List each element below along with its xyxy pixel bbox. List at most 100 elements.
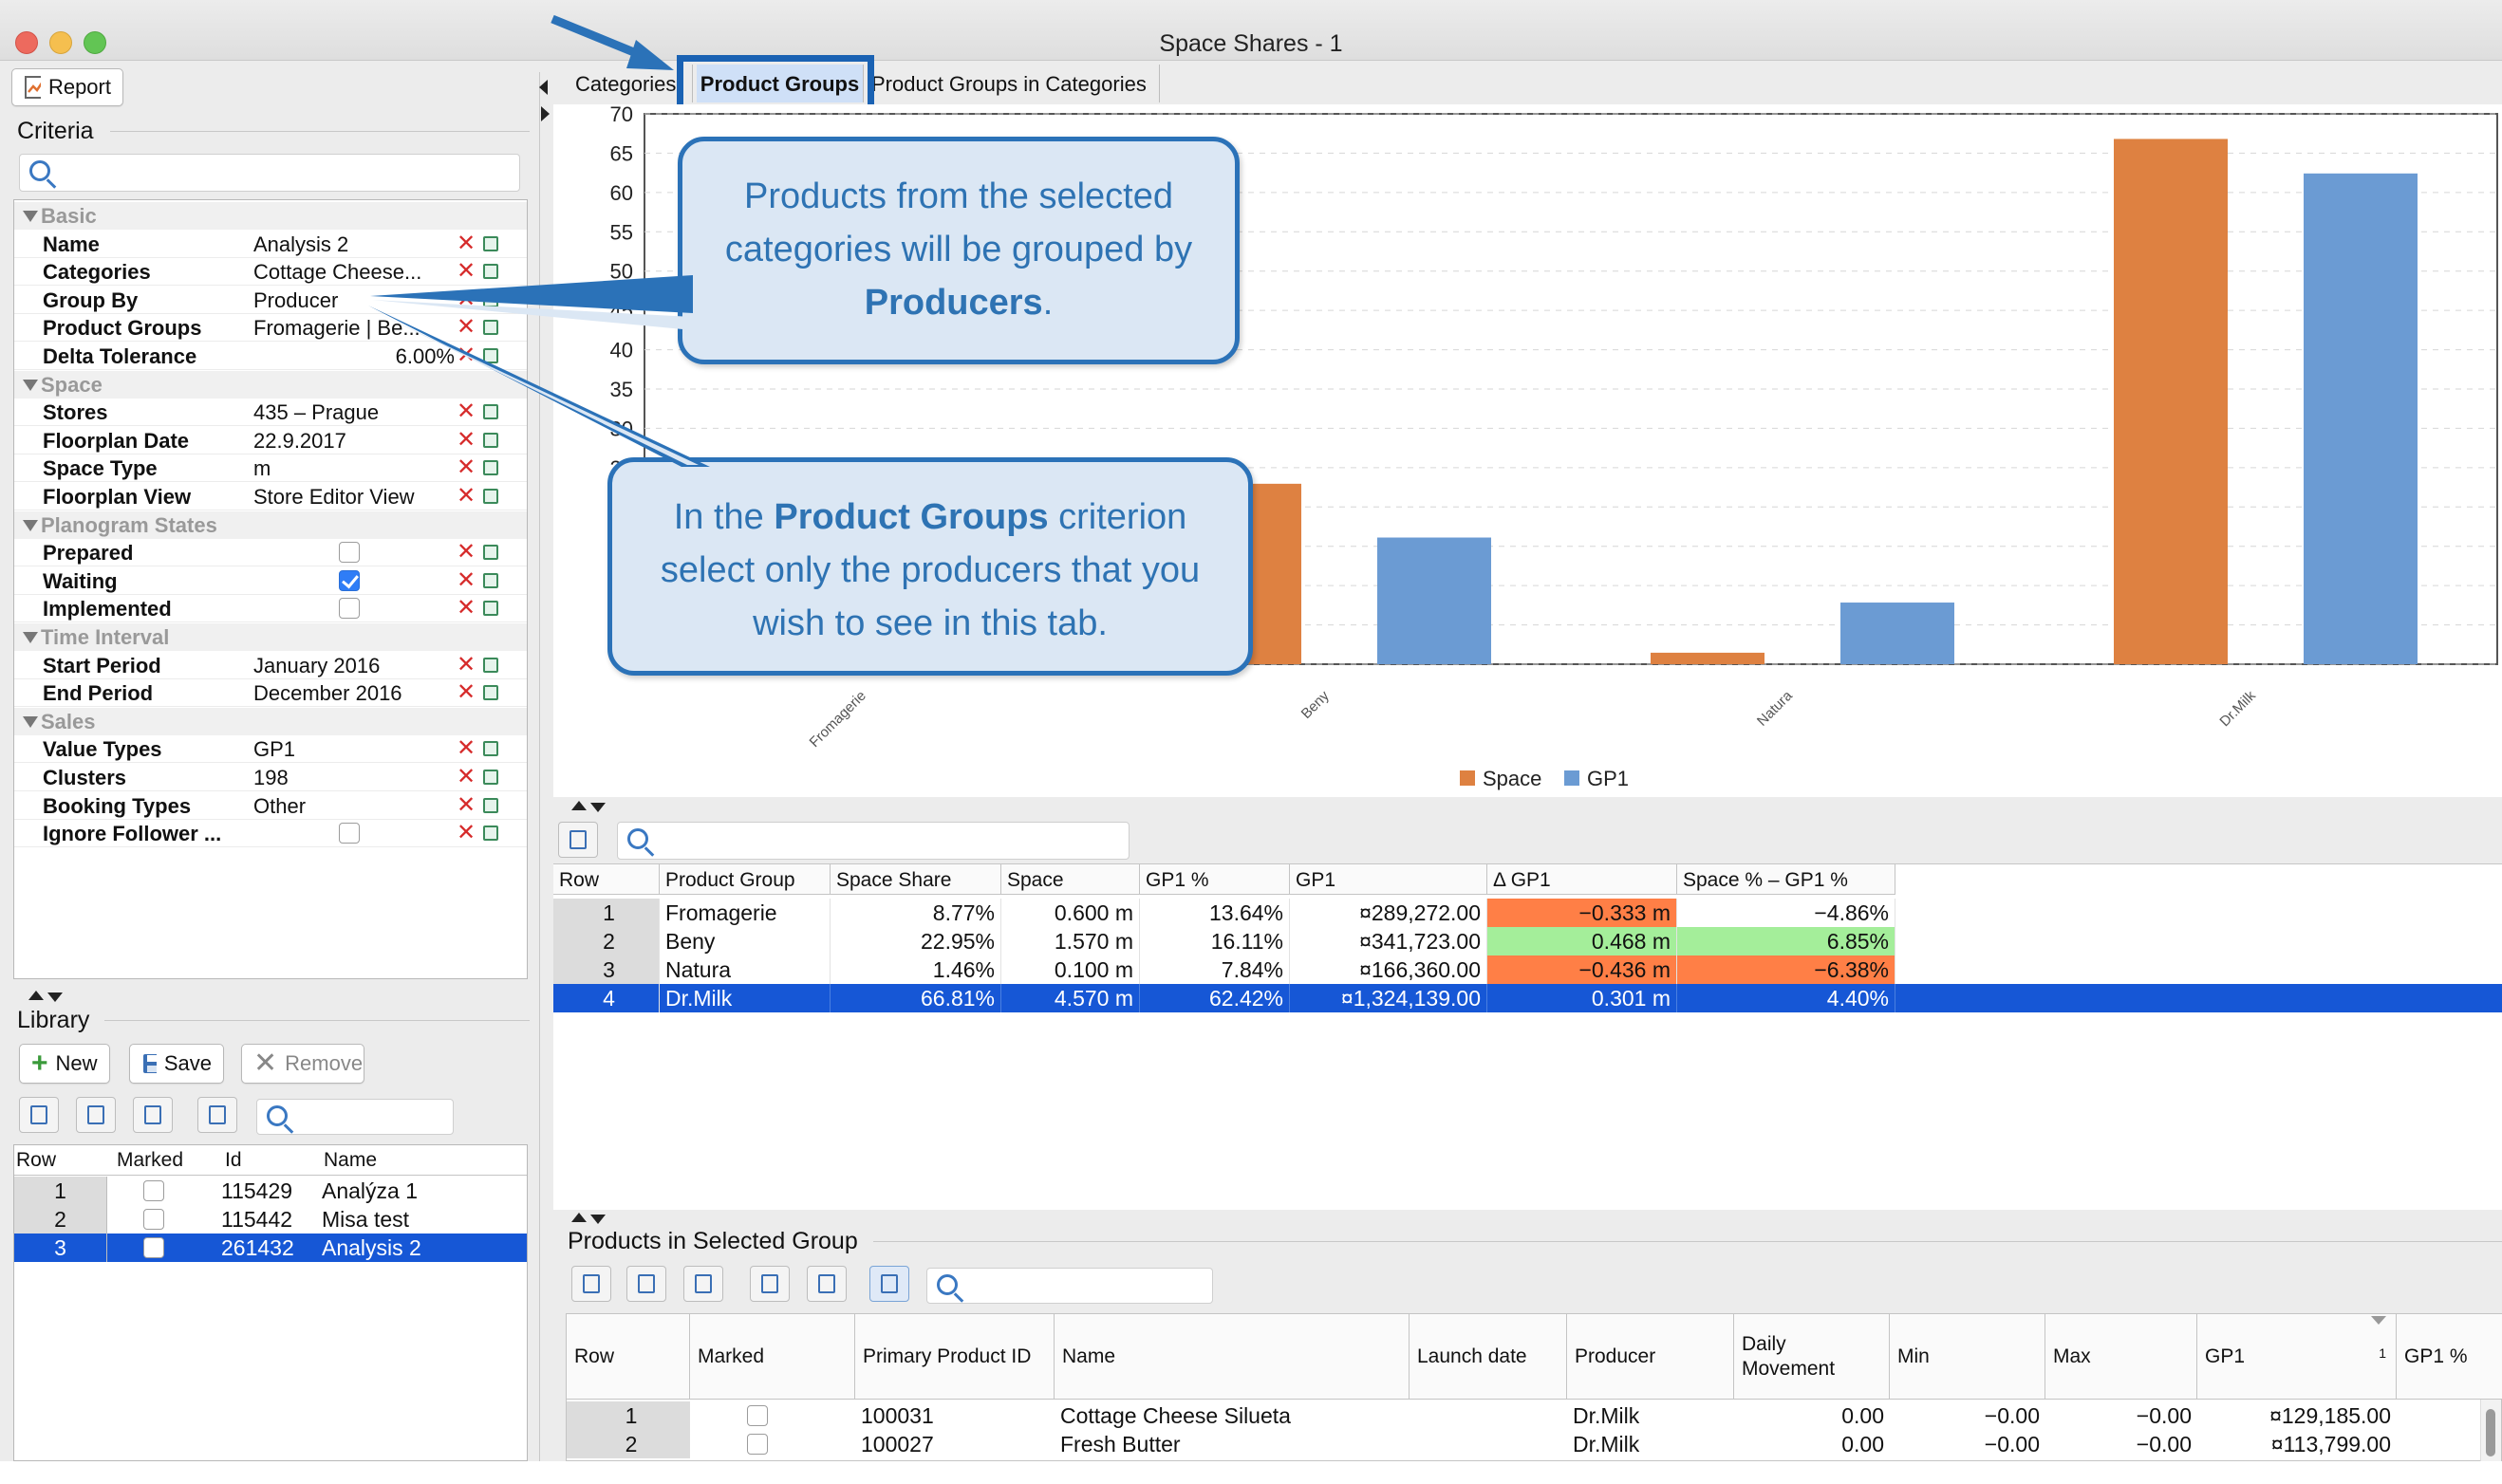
edit-criterion-icon[interactable]	[483, 235, 498, 251]
section-planogram-states[interactable]: Planogram States	[14, 510, 527, 539]
edit-criterion-icon[interactable]	[483, 770, 498, 785]
product-row[interactable]: 1 100031 Cottage Cheese Silueta Dr.Milk 0.00…	[567, 1401, 2502, 1430]
col-marked[interactable]: Marked	[690, 1314, 855, 1400]
product-group-row[interactable]: 1 Fromagerie 8.77% 0.600 m 13.64% ¤289,272.00…	[553, 899, 2502, 927]
product-row[interactable]: 2 100027 Fresh Butter Dr.Milk 0.00 −0.00 −0.00…	[567, 1430, 2502, 1458]
products-scrollbar[interactable]	[2480, 1400, 2501, 1461]
prod-clipboard-icon[interactable]	[869, 1266, 909, 1302]
edit-criterion-icon[interactable]	[483, 685, 498, 701]
edit-criterion-icon[interactable]	[483, 825, 498, 842]
criterion-value[interactable]: Analysis 2	[253, 232, 349, 256]
section-time-interval[interactable]: Time Interval	[14, 623, 527, 651]
criterion-row[interactable]: Start Period January 2016 ✕	[14, 652, 527, 679]
splitter-down-icon[interactable]	[47, 992, 63, 1002]
bar-gp1-drmilk[interactable]	[2304, 173, 2418, 664]
edit-criterion-icon[interactable]	[483, 348, 498, 363]
col-space[interactable]: Space	[1001, 864, 1140, 895]
clear-x-icon[interactable]: ✕	[457, 651, 476, 677]
vertical-splitter[interactable]	[539, 72, 540, 1461]
col-name[interactable]: Name	[324, 1149, 378, 1171]
criterion-value[interactable]: January 2016	[253, 653, 381, 677]
criterion-checkbox[interactable]	[339, 823, 360, 844]
edit-criterion-icon[interactable]	[483, 657, 498, 673]
criterion-row[interactable]: Prepared ✕	[14, 539, 527, 567]
col-daily[interactable]: Daily Movement	[1734, 1314, 1890, 1400]
marked-checkbox[interactable]	[143, 1180, 164, 1201]
copy-icon[interactable]	[76, 1097, 116, 1133]
col-min[interactable]: Min	[1890, 1314, 2045, 1400]
library-row[interactable]: 3 261432 Analysis 2	[14, 1234, 527, 1262]
criteria-search-input[interactable]	[19, 154, 520, 192]
col-gp1[interactable]: GP1	[1290, 864, 1487, 895]
product-group-row[interactable]: 2 Beny 22.95% 1.570 m 16.11% ¤341,723.00 0.468…	[553, 927, 2502, 955]
clear-x-icon[interactable]: ✕	[457, 735, 476, 762]
clear-x-icon[interactable]: ✕	[457, 454, 476, 481]
criterion-checkbox[interactable]	[339, 598, 360, 620]
main-clipboard-icon[interactable]	[558, 822, 598, 858]
criterion-row[interactable]: Name Analysis 2 ✕	[14, 231, 527, 258]
sort-desc-icon[interactable]	[2371, 1316, 2386, 1325]
prod-mark-all-icon[interactable]	[571, 1266, 611, 1302]
tab-product-groups-in-categories[interactable]: Product Groups in Categories	[871, 65, 1160, 102]
collapse-triangle-icon[interactable]	[23, 211, 38, 222]
clear-x-icon[interactable]: ✕	[457, 426, 476, 453]
prod-help-icon[interactable]	[683, 1266, 723, 1302]
mark-all-icon[interactable]	[19, 1097, 59, 1133]
marked-checkbox[interactable]	[143, 1209, 164, 1230]
marked-checkbox[interactable]	[747, 1434, 768, 1455]
criterion-value[interactable]: 435 – Prague	[253, 400, 380, 425]
new-button[interactable]: + New	[19, 1044, 110, 1084]
criterion-value[interactable]: m	[253, 456, 271, 481]
collapse-triangle-icon[interactable]	[23, 379, 38, 391]
criterion-row[interactable]: Space Type m ✕	[14, 454, 527, 483]
edit-criterion-icon[interactable]	[483, 489, 498, 504]
close-window-button[interactable]	[15, 31, 38, 54]
table-splitter-up-icon[interactable]	[571, 1213, 587, 1222]
criterion-row[interactable]: Floorplan Date 22.9.2017 ✕	[14, 427, 527, 454]
criterion-value[interactable]: Store Editor View	[253, 485, 415, 509]
criterion-value[interactable]: 6.00%	[395, 344, 455, 368]
splitter-up-icon[interactable]	[28, 991, 44, 1000]
col-gp1p[interactable]: GP1 %	[1140, 864, 1290, 895]
edit-criterion-icon[interactable]	[483, 432, 498, 448]
zoom-window-button[interactable]	[84, 31, 106, 54]
criterion-value[interactable]: Fromagerie | Be...	[253, 316, 420, 341]
minimize-window-button[interactable]	[49, 31, 72, 54]
edit-criterion-icon[interactable]	[483, 460, 498, 476]
section-sales[interactable]: Sales	[14, 707, 527, 735]
clear-x-icon[interactable]: ✕	[457, 539, 476, 566]
collapse-left-icon[interactable]	[539, 80, 548, 95]
bar-space-drmilk[interactable]	[2114, 139, 2228, 665]
products-search-input[interactable]	[926, 1268, 1213, 1304]
section-basic[interactable]: Basic	[14, 202, 527, 230]
edit-criterion-icon[interactable]	[483, 601, 498, 617]
col-launch[interactable]: Launch date	[1410, 1314, 1567, 1400]
clear-x-icon[interactable]: ✕	[457, 258, 476, 285]
tab-categories[interactable]: Categories	[575, 65, 693, 102]
clear-x-icon[interactable]: ✕	[457, 399, 476, 425]
library-row[interactable]: 2 115442 Misa test	[14, 1205, 527, 1234]
remove-button[interactable]: ✕ Remove	[241, 1044, 364, 1084]
clear-x-icon[interactable]: ✕	[457, 314, 476, 341]
col-row[interactable]: Row	[16, 1149, 57, 1171]
clear-x-icon[interactable]: ✕	[457, 595, 476, 621]
criterion-value[interactable]: GP1	[253, 737, 296, 762]
marked-checkbox[interactable]	[143, 1237, 164, 1258]
criterion-value[interactable]: December 2016	[253, 681, 402, 706]
help-icon[interactable]	[133, 1097, 173, 1133]
criterion-checkbox[interactable]	[339, 542, 360, 564]
col-gp1[interactable]: GP1 1	[2197, 1314, 2397, 1400]
clipboard-icon[interactable]	[197, 1097, 237, 1133]
clear-x-icon[interactable]: ✕	[457, 820, 476, 846]
edit-criterion-icon[interactable]	[483, 264, 498, 280]
clear-x-icon[interactable]: ✕	[457, 566, 476, 593]
col-id[interactable]: Id	[225, 1149, 242, 1171]
col-group[interactable]: Product Group	[660, 864, 831, 895]
edit-criterion-icon[interactable]	[483, 741, 498, 757]
edit-criterion-icon[interactable]	[483, 797, 498, 813]
col-name[interactable]: Name	[1055, 1314, 1410, 1400]
product-group-row[interactable]: 3 Natura 1.46% 0.100 m 7.84% ¤166,360.00 −0.43…	[553, 955, 2502, 984]
criterion-row[interactable]: Floorplan View Store Editor View ✕	[14, 483, 527, 510]
col-gp1p[interactable]: GP1 %	[2397, 1314, 2502, 1400]
criterion-row[interactable]: Value Types GP1 ✕	[14, 735, 527, 764]
